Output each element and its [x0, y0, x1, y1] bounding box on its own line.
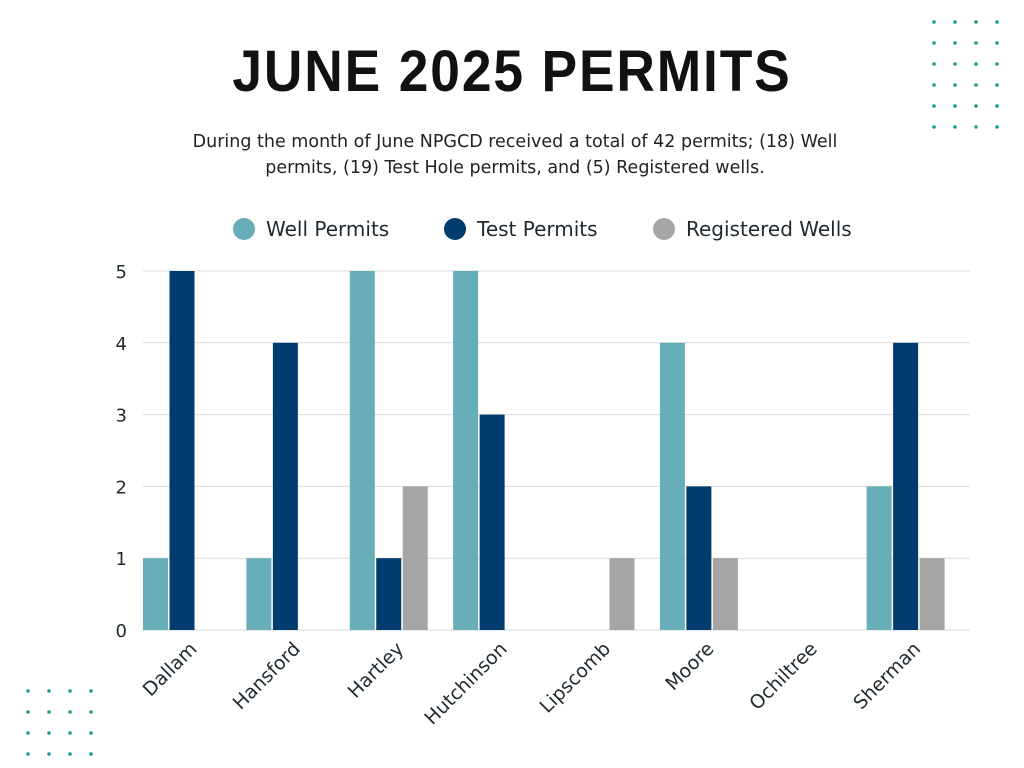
decorative-dot: [932, 62, 936, 66]
decorative-dot: [89, 731, 93, 735]
decorative-dot: [953, 83, 957, 87]
x-axis-labels: Dallam Hansford Hartley Hutchinson Lipscomb M…: [139, 638, 926, 729]
y-tick-label: 4: [116, 334, 127, 355]
decorative-dot: [932, 20, 936, 24]
x-category-label: Moore: [661, 638, 718, 695]
chart-bars: [143, 271, 945, 630]
decorative-dot: [974, 104, 978, 108]
decorative-dot: [953, 41, 957, 45]
bar-test-permits-hutchinson: [479, 414, 505, 630]
chart-legend: Well Permits Test Permits Registered Wells: [233, 217, 852, 241]
legend-swatch: [233, 218, 255, 240]
decorative-dot: [89, 710, 93, 714]
bar-well-permits-moore: [659, 342, 685, 630]
decorative-dot: [26, 689, 30, 693]
decorative-dot: [26, 752, 30, 756]
decorative-dot: [953, 104, 957, 108]
decorative-dot-grid-bottom-left: [26, 689, 93, 756]
decorative-dot: [995, 41, 999, 45]
decorative-dot: [47, 710, 51, 714]
x-category-label: Dallam: [139, 638, 202, 701]
bar-registered-wells-lipscomb: [609, 558, 635, 630]
x-category-label: Ochiltree: [745, 638, 822, 715]
y-tick-label: 0: [116, 621, 127, 642]
bar-well-permits-hutchinson: [453, 271, 479, 630]
bar-well-permits-hartley: [349, 271, 375, 630]
y-tick-label: 2: [116, 477, 127, 498]
y-tick-label: 3: [116, 406, 127, 427]
page-title: JUNE 2025 PERMITS: [232, 39, 792, 104]
decorative-dot: [47, 752, 51, 756]
y-tick-label: 1: [116, 549, 127, 570]
x-category-label: Lipscomb: [536, 638, 616, 718]
y-tick-label: 5: [116, 262, 127, 283]
x-category-label: Hansford: [229, 638, 305, 714]
x-category-label: Hartley: [344, 638, 409, 703]
decorative-dot: [974, 20, 978, 24]
bar-well-permits-hansford: [246, 558, 272, 630]
decorative-dot: [47, 731, 51, 735]
decorative-dot: [974, 62, 978, 66]
legend-label: Well Permits: [266, 217, 389, 241]
decorative-dot: [953, 125, 957, 129]
decorative-dot: [953, 20, 957, 24]
decorative-dot: [89, 752, 93, 756]
decorative-dot: [974, 83, 978, 87]
bar-test-permits-hartley: [376, 558, 402, 630]
legend-label: Test Permits: [476, 217, 598, 241]
decorative-dot: [974, 125, 978, 129]
decorative-dot: [995, 20, 999, 24]
bar-test-permits-sherman: [893, 342, 919, 630]
x-category-label: Sherman: [849, 638, 925, 714]
legend-label: Registered Wells: [686, 217, 852, 241]
decorative-dot: [995, 62, 999, 66]
legend-swatch: [444, 218, 466, 240]
decorative-dot: [974, 41, 978, 45]
bar-well-permits-dallam: [143, 558, 168, 630]
bar-test-permits-dallam: [169, 271, 195, 630]
bar-test-permits-hansford: [272, 342, 298, 630]
x-category-label: Hutchinson: [420, 638, 511, 729]
decorative-dot: [89, 689, 93, 693]
decorative-dot-grid-top-right: [932, 20, 999, 129]
y-axis-ticks: 0 1 2 3 4 5: [116, 262, 127, 642]
decorative-dot: [932, 41, 936, 45]
decorative-dot: [995, 104, 999, 108]
page-subtitle: During the month of June NPGCD received …: [192, 132, 838, 178]
decorative-dot: [68, 710, 72, 714]
decorative-dot: [68, 689, 72, 693]
decorative-dot: [932, 125, 936, 129]
bar-registered-wells-sherman: [919, 558, 945, 630]
decorative-dot: [995, 83, 999, 87]
bar-well-permits-sherman: [866, 486, 892, 630]
bar-registered-wells-moore: [712, 558, 738, 630]
decorative-dot: [68, 752, 72, 756]
bar-test-permits-moore: [686, 486, 712, 630]
decorative-dot: [68, 731, 72, 735]
legend-swatch: [653, 218, 675, 240]
decorative-dot: [995, 125, 999, 129]
decorative-dot: [47, 689, 51, 693]
decorative-dot: [953, 62, 957, 66]
decorative-dot: [26, 710, 30, 714]
decorative-dot: [26, 731, 30, 735]
bar-registered-wells-hartley: [402, 486, 428, 630]
decorative-dot: [932, 104, 936, 108]
decorative-dot: [932, 83, 936, 87]
